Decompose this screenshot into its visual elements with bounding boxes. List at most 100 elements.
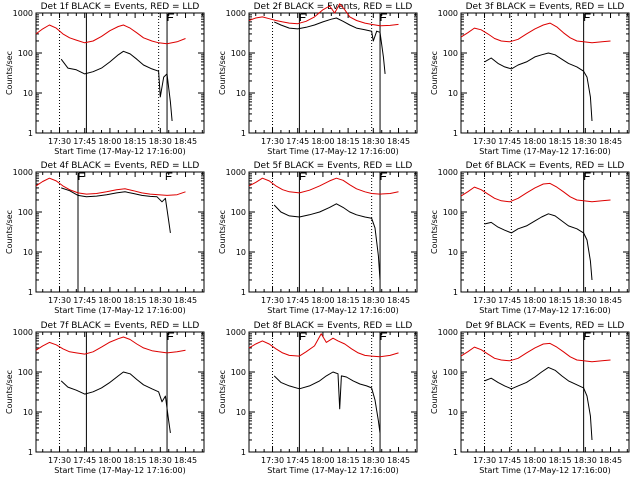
lld-series-line [460,182,611,203]
x-tick-label: 17:45 [286,296,309,305]
x-tick-label: 17:45 [498,296,521,305]
lld-series-line [248,177,399,195]
y-tick-label: 1 [28,288,33,297]
x-tick-label: 18:30 [574,137,597,146]
y-axis-label: Counts/sec [5,51,14,95]
x-tick-label: 18:00 [98,137,121,146]
x-tick-label: 18:30 [574,456,597,465]
y-tick-label: 1 [453,288,458,297]
x-axis-label: Start Time (17-May-12 17:16:00) [267,466,398,475]
x-tick-label: 18:00 [523,296,546,305]
x-tick-label: 18:45 [174,456,197,465]
x-tick-label: 17:30 [261,456,284,465]
flag-marker [299,13,307,21]
plot-frame [248,331,418,453]
events-series-line [60,371,171,433]
x-tick-label: 17:45 [73,296,96,305]
x-tick-label: 18:45 [174,296,197,305]
y-tick-label: 1 [241,288,246,297]
chart-title: Det 9f BLACK = Events, RED = LLD [466,321,625,331]
events-series-line [273,371,381,433]
y-tick-label: 100 [231,368,246,377]
x-tick-label: 18:00 [523,456,546,465]
x-tick-label: 17:30 [473,456,496,465]
x-tick-label: 18:30 [362,456,385,465]
y-tick-label: 1 [241,448,246,457]
flag-marker [299,172,307,180]
x-tick-label: 17:45 [286,137,309,146]
y-tick-label: 100 [443,368,458,377]
y-tick-label: 10 [448,248,458,257]
chart-panel-8: Det 8f BLACK = Events, RED = LLD 1 10 100 10… [218,321,418,475]
y-axis-label: Counts/sec [430,210,439,254]
y-tick-label: 100 [18,368,33,377]
events-series-line [273,203,381,281]
x-tick-label: 18:45 [599,137,622,146]
x-tick-label: 17:30 [473,137,496,146]
flag-marker [165,172,173,180]
y-tick-label: 100 [231,49,246,58]
x-tick-label: 18:45 [599,296,622,305]
x-tick-label: 18:15 [337,456,360,465]
x-axis-label: Start Time (17-May-12 17:16:00) [267,147,398,156]
y-tick-label: 100 [443,49,458,58]
plot-frame [248,171,418,293]
events-series-line [61,187,171,233]
events-series-line [484,52,593,122]
x-tick-label: 17:45 [286,456,309,465]
y-tick-label: 1 [453,129,458,138]
x-axis-label: Start Time (17-May-12 17:16:00) [54,306,185,315]
x-axis-label: Start Time (17-May-12 17:16:00) [54,147,185,156]
x-tick-label: 18:30 [149,456,172,465]
chart-title: Det 5f BLACK = Events, RED = LLD [254,161,413,171]
y-tick-label: 1000 [226,168,246,177]
x-tick-label: 17:30 [261,296,284,305]
x-axis-label: Start Time (17-May-12 17:16:00) [479,147,610,156]
lld-series-line [35,177,186,196]
y-tick-label: 100 [18,208,33,217]
chart-title: Det 8f BLACK = Events, RED = LLD [254,321,413,331]
chart-title: Det 6f BLACK = Events, RED = LLD [466,161,625,171]
chart-panel-4: Det 4f BLACK = Events, RED = LLD 1 10 100 10… [5,161,205,315]
plot-frame [35,171,205,293]
x-tick-label: 18:15 [124,456,147,465]
x-tick-label: 18:00 [98,456,121,465]
chart-title: Det 3f BLACK = Events, RED = LLD [466,2,625,12]
y-tick-label: 1000 [438,9,458,18]
y-tick-label: 1000 [226,9,246,18]
chart-panel-2: Det 2f BLACK = Events, RED = LLD 1 10 100 10… [218,2,418,156]
lld-series-line [460,342,611,363]
chart-panel-6: Det 6f BLACK = Events, RED = LLD 1 10 100 10… [430,161,630,315]
y-tick-label: 1000 [13,9,33,18]
flag-marker [299,332,307,340]
y-axis-label: Counts/sec [218,370,227,414]
x-tick-label: 17:30 [48,137,71,146]
y-tick-label: 10 [448,89,458,98]
lld-series-line [248,3,399,27]
x-tick-label: 17:45 [73,137,96,146]
chart-panel-5: Det 5f BLACK = Events, RED = LLD 1 10 100 10… [218,161,418,315]
y-tick-label: 1000 [438,328,458,337]
y-tick-label: 100 [18,49,33,58]
plot-frame [35,331,205,453]
chart-title: Det 1f BLACK = Events, RED = LLD [41,2,200,12]
x-tick-label: 17:30 [473,296,496,305]
y-tick-label: 1000 [226,328,246,337]
y-tick-label: 1000 [438,168,458,177]
y-axis-label: Counts/sec [5,210,14,254]
y-tick-label: 1 [28,448,33,457]
x-tick-label: 18:15 [124,137,147,146]
x-tick-label: 18:30 [362,296,385,305]
x-tick-label: 18:30 [149,137,172,146]
events-series-line [273,17,386,74]
y-tick-label: 10 [236,89,246,98]
x-tick-label: 17:45 [498,137,521,146]
x-axis-label: Start Time (17-May-12 17:16:00) [54,466,185,475]
y-axis-label: Counts/sec [430,51,439,95]
x-tick-label: 18:00 [523,137,546,146]
x-tick-label: 18:30 [149,296,172,305]
x-tick-label: 18:45 [387,137,410,146]
x-tick-label: 18:15 [549,296,572,305]
x-tick-label: 18:45 [599,456,622,465]
plot-frame [460,12,630,134]
